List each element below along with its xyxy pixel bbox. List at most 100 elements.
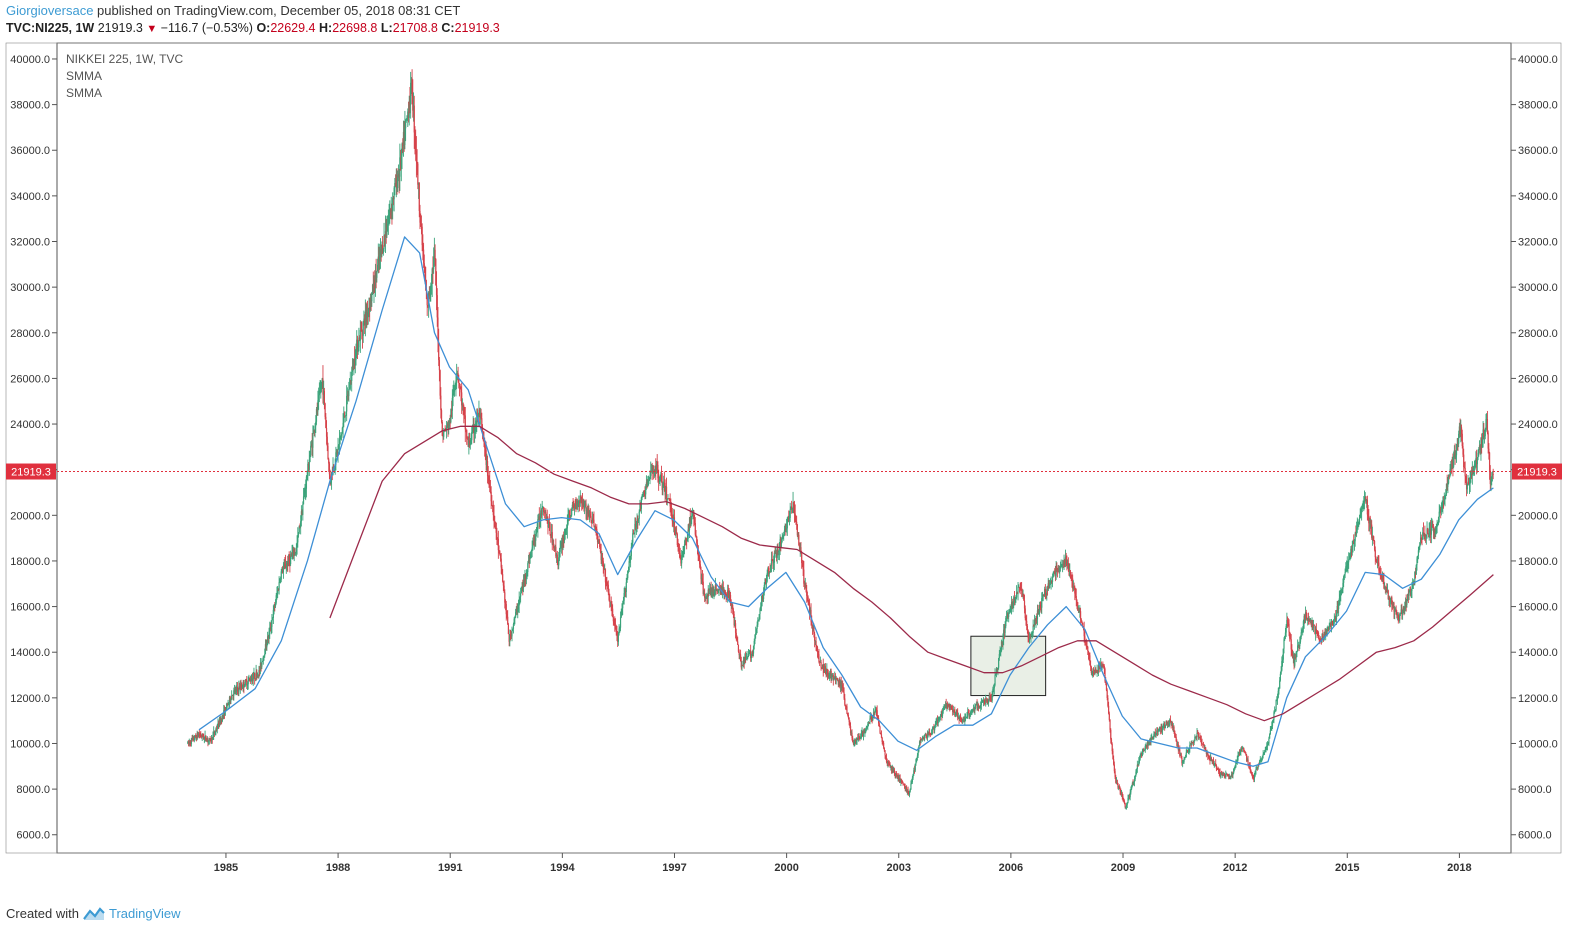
candle-down — [1434, 528, 1436, 534]
candle-up — [216, 727, 218, 730]
candle-up — [477, 414, 479, 421]
candle-down — [1174, 730, 1176, 737]
candle-down — [1175, 736, 1177, 742]
candle-up — [783, 535, 785, 537]
candle-up — [972, 708, 975, 710]
candle-up — [997, 667, 999, 670]
candle-down — [815, 640, 817, 647]
candle-down — [896, 775, 898, 778]
candle-down — [678, 545, 680, 552]
candle-down — [893, 769, 896, 773]
candle-down — [1045, 592, 1047, 595]
candle-up — [1236, 759, 1238, 762]
candle-up — [1302, 628, 1304, 631]
candle-down — [701, 578, 704, 582]
candle-down — [326, 436, 328, 447]
candle-up — [641, 495, 643, 498]
candle-down — [678, 551, 681, 554]
candle-up — [647, 480, 649, 487]
candle-up — [1315, 628, 1317, 635]
candle-down — [502, 574, 504, 582]
candle-up — [1158, 729, 1160, 731]
candle-up — [1297, 645, 1299, 652]
candle-down — [686, 540, 688, 541]
candle-up — [1010, 608, 1012, 610]
candle-down — [785, 528, 787, 530]
candle-up — [634, 523, 636, 533]
candle-down — [839, 680, 841, 686]
smma-series — [198, 236, 1494, 767]
candle-up — [853, 741, 855, 745]
candle-up — [655, 463, 658, 471]
candle-down — [1095, 671, 1097, 673]
candle-up — [446, 424, 448, 426]
candle-down — [1075, 596, 1077, 601]
candle-up — [709, 588, 711, 591]
candle-down — [378, 256, 380, 262]
candle-up — [972, 708, 974, 710]
candle-up — [330, 480, 332, 483]
candle-down — [463, 406, 465, 411]
candle-up — [935, 721, 937, 725]
candle-up — [1390, 597, 1392, 601]
candle-up — [748, 652, 750, 654]
candle-up — [253, 673, 255, 678]
candle-down — [1056, 570, 1059, 572]
candle-up — [1168, 723, 1170, 726]
candle-up — [861, 732, 863, 734]
candle-down — [1120, 791, 1122, 795]
candle-up — [1062, 563, 1064, 567]
candle-down — [1105, 681, 1107, 683]
candle-up — [295, 552, 297, 554]
candle-down — [1369, 517, 1371, 528]
candle-up — [1436, 523, 1438, 527]
candle-up — [850, 732, 852, 734]
candle-down — [459, 386, 461, 390]
candle-up — [1285, 626, 1287, 633]
candle-down — [849, 721, 851, 727]
candle-up — [300, 511, 302, 522]
candle-up — [1330, 621, 1333, 626]
candle-up — [584, 504, 586, 509]
y-tick-label: 40000.0 — [1518, 54, 1558, 66]
candle-up — [1284, 632, 1287, 637]
candle-up — [1272, 719, 1274, 722]
candle-down — [1440, 509, 1442, 510]
candle-down — [1106, 690, 1108, 699]
candle-down — [599, 542, 601, 548]
candle-up — [1055, 565, 1057, 576]
candle-down — [734, 623, 737, 633]
candle-down — [1095, 669, 1097, 672]
candle-up — [1297, 644, 1299, 646]
drawn-rectangle[interactable] — [970, 635, 1047, 697]
candle-up — [1143, 749, 1146, 751]
candle-up — [1260, 760, 1262, 761]
candle-down — [510, 635, 512, 637]
candle-down — [607, 584, 609, 585]
candle-down — [485, 449, 487, 465]
candle-up — [230, 699, 232, 702]
candle-up — [895, 773, 897, 776]
y-tick-label: 12000.0 — [1518, 693, 1558, 705]
candle-down — [583, 499, 585, 509]
candle-up — [779, 539, 781, 550]
candle-up — [985, 700, 987, 701]
candle-up — [469, 443, 471, 445]
candle-down — [608, 592, 610, 600]
candle-up — [525, 573, 527, 579]
candle-up — [1049, 582, 1051, 585]
candle-up — [783, 530, 786, 536]
candle-up — [1340, 593, 1342, 595]
candle-up — [683, 549, 685, 552]
candle-up — [965, 717, 967, 719]
tradingview-brand-link[interactable]: TradingView — [108, 906, 181, 921]
candle-up — [1460, 427, 1462, 434]
candle-down — [458, 383, 461, 387]
candle-up — [1455, 444, 1458, 456]
candle-down — [1393, 602, 1395, 612]
candle-down — [973, 708, 975, 711]
candle-down — [693, 511, 695, 519]
candle-up — [1473, 464, 1476, 468]
author-link[interactable]: Giorgioversace — [6, 3, 94, 18]
